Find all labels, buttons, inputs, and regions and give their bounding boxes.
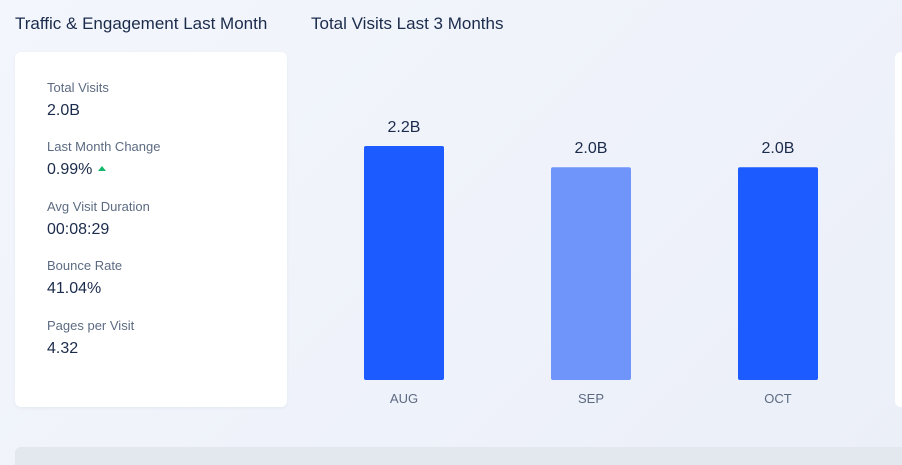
metric-label: Bounce Rate <box>47 258 123 273</box>
metric-value: 4.32 <box>47 340 79 357</box>
x-tick-label: SEP <box>578 391 604 406</box>
bar-value-label: 2.0B <box>762 140 795 157</box>
total-visits-bar-chart: 2.2B AUG 2.0B SEP 2.0B OCT <box>364 119 818 406</box>
trend-up-icon <box>98 166 107 171</box>
total-visits-heading: Total Visits Last 3 Months <box>311 14 504 33</box>
x-tick-label: AUG <box>390 391 418 406</box>
metric-last-month-change: Last Month Change 0.99% <box>47 139 160 179</box>
metric-value: 0.99% <box>47 161 93 178</box>
bar-value-label: 2.0B <box>575 140 608 157</box>
bar-sep[interactable] <box>551 167 631 380</box>
bottom-panel-partial <box>15 447 902 465</box>
traffic-engagement-heading: Traffic & Engagement Last Month <box>15 14 268 33</box>
bar-oct[interactable] <box>738 167 818 380</box>
metric-value-row: 0.99% <box>47 160 160 179</box>
metric-pages-per-visit: Pages per Visit 4.32 <box>47 318 134 358</box>
metric-avg-visit-duration: Avg Visit Duration 00:08:29 <box>47 199 150 239</box>
metric-label: Avg Visit Duration <box>47 199 150 214</box>
metric-total-visits: Total Visits 2.0B <box>47 80 109 120</box>
metric-value: 2.0B <box>47 102 80 119</box>
bar-value-label: 2.2B <box>388 119 421 136</box>
metric-value: 00:08:29 <box>47 221 110 238</box>
side-card-partial <box>895 52 902 407</box>
metric-label: Pages per Visit <box>47 318 135 333</box>
bar-aug[interactable] <box>364 145 444 380</box>
metric-label: Total Visits <box>47 80 109 95</box>
metric-bounce-rate: Bounce Rate 41.04% <box>47 258 122 298</box>
x-tick-label: OCT <box>764 391 792 406</box>
metric-label: Last Month Change <box>47 139 161 154</box>
metrics-card: Total Visits 2.0B Last Month Change 0.99… <box>15 52 287 407</box>
metric-value: 41.04% <box>47 280 102 297</box>
